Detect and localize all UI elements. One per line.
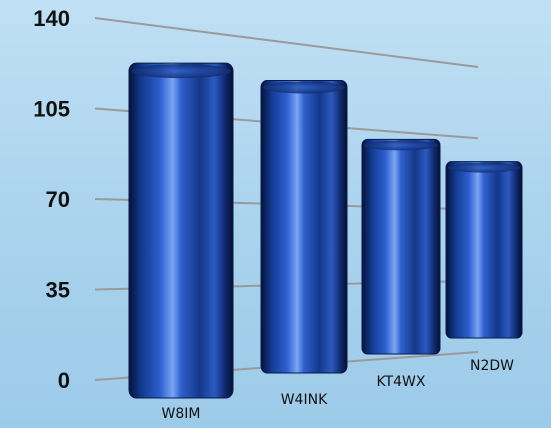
y-tick-label: 70 (46, 187, 70, 212)
y-tick-label: 0 (58, 368, 70, 393)
bar-KT4WX (361, 138, 441, 355)
bar-top-cap (364, 140, 438, 151)
x-axis-ticks: W8IM W4INK KT4WX N2DW (162, 358, 515, 422)
bar-top-cap (263, 81, 345, 94)
y-axis-ticks: 0 35 70 105 140 (33, 6, 70, 393)
y-tick-label: 140 (33, 6, 70, 31)
y-tick-label: 35 (46, 278, 70, 303)
bar-top-cap (131, 64, 231, 79)
bars (128, 62, 523, 399)
y-tick-label: 105 (33, 97, 70, 122)
bar-top-cap (448, 162, 520, 173)
gridline (94, 17, 479, 68)
x-tick-label: KT4WX (377, 374, 426, 390)
bar-W8IM (128, 62, 234, 399)
x-tick-label: W4INK (281, 392, 328, 408)
x-tick-label: W8IM (162, 406, 201, 422)
bar-N2DW (445, 161, 523, 339)
x-tick-label: N2DW (470, 358, 514, 374)
bar-W4INK (260, 79, 348, 374)
